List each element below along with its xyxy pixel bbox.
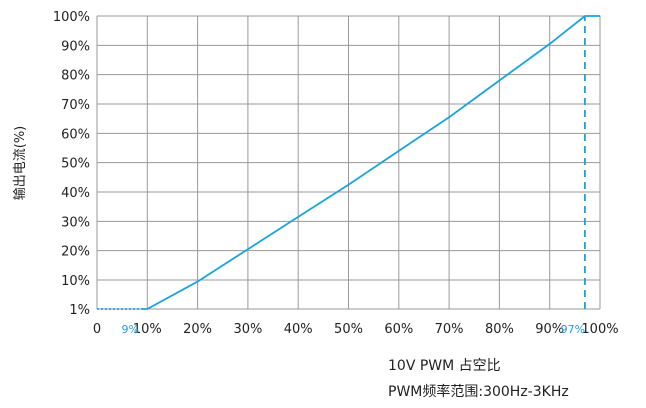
- x-axis-ticks: 0 10% 20% 30% 40% 50% 60% 70% 80% 90% 100% 9% 97%: [93, 322, 619, 337]
- x-tick-label: 60%: [384, 322, 413, 337]
- y-tick-label: 20%: [61, 245, 90, 260]
- x-tick-label: 40%: [284, 322, 313, 337]
- y-tick-label: 80%: [61, 69, 90, 84]
- y-axis-label: 输出电流(%): [12, 126, 28, 201]
- x-tick-label: 80%: [485, 322, 514, 337]
- series-lines: [97, 15, 600, 310]
- y-tick-label: 10%: [61, 274, 90, 289]
- x-tick-label: 0: [93, 322, 101, 337]
- x-tick-label: 70%: [435, 322, 464, 337]
- caption-frequency-range: PWM频率范围:300Hz-3KHz: [388, 384, 569, 400]
- x-tick-label: 100%: [581, 322, 618, 337]
- y-tick-label: 100%: [53, 10, 90, 25]
- y-tick-label: 30%: [61, 215, 90, 230]
- x-tick-label: 20%: [183, 322, 212, 337]
- series-line-solid: [142, 15, 600, 310]
- y-tick-label: 40%: [61, 186, 90, 201]
- x-marker-label: 9%: [122, 323, 139, 336]
- y-tick-label: 1%: [69, 303, 90, 318]
- grid: [96, 15, 601, 310]
- caption-duty-cycle: 10V PWM 占空比: [388, 358, 501, 374]
- x-marker-label: 97%: [561, 323, 585, 336]
- x-tick-label: 10%: [133, 322, 162, 337]
- y-tick-label: 90%: [61, 39, 90, 54]
- y-tick-label: 50%: [61, 157, 90, 172]
- y-axis-ticks: 1% 10% 20% 30% 40% 50% 60% 70% 80% 90% 100%: [53, 10, 90, 318]
- x-tick-label: 90%: [535, 322, 564, 337]
- y-tick-label: 70%: [61, 98, 90, 113]
- x-tick-label: 30%: [233, 322, 262, 337]
- chart: 0 10% 20% 30% 40% 50% 60% 70% 80% 90% 100% 9% 97% 1%…: [12, 10, 619, 337]
- y-tick-label: 60%: [61, 127, 90, 142]
- x-tick-label: 50%: [334, 322, 363, 337]
